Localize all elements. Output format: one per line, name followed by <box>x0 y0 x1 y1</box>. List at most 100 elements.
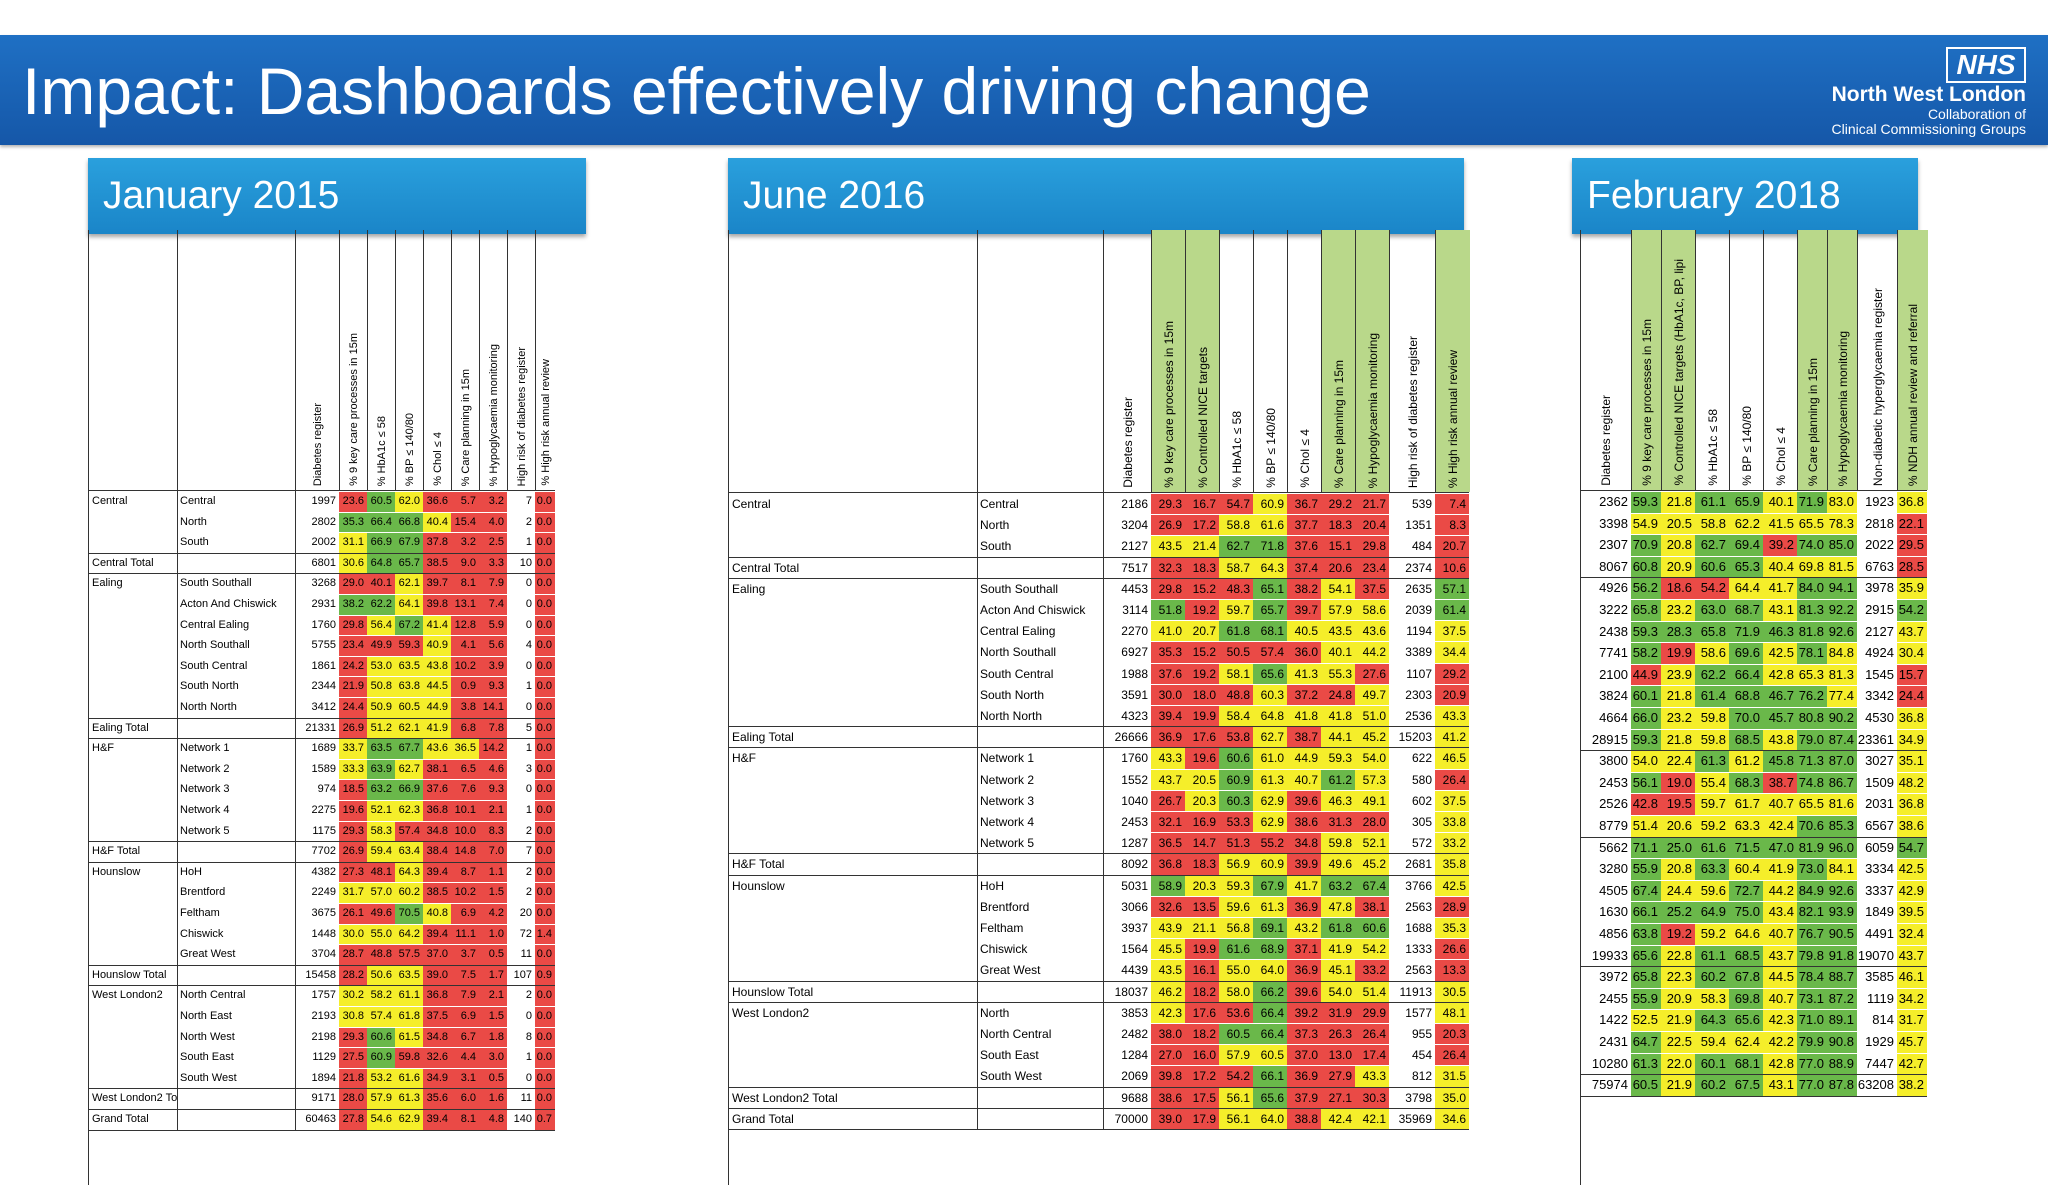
metric-cell-hypoglycaemia-monitoring: 37.5 <box>1355 578 1389 599</box>
metric-cell-hba1c-58: 61.1 <box>1695 492 1729 513</box>
metric-cell-hba1c-58: 59.7 <box>1695 794 1729 815</box>
metric-cell-diabetes-register: 26666 <box>1114 730 1148 745</box>
metric-cell-9-key-care-processes-in-: 35.3 <box>339 512 367 533</box>
column-header: % 9 key care processes in 15m <box>1151 230 1186 492</box>
metric-cell-controlled-nice-targets: 18.2 <box>1185 1024 1219 1045</box>
network-label: Brentford <box>180 886 226 899</box>
network-label: Chiswick <box>180 927 224 940</box>
metric-cell-controlled-nice-targets: 19.9 <box>1185 939 1219 960</box>
metric-cell-controlled-nice-targets-: 19.2 <box>1661 924 1695 945</box>
metric-cell-controlled-nice-targets-: 21.9 <box>1661 1010 1695 1031</box>
metric-cell-controlled-nice-targets-: 20.6 <box>1661 816 1695 837</box>
metric-cell-high-risk-of-diabetes-re: 1333 <box>1405 942 1432 957</box>
table-row: 2453 56.1 19.0 55.4 68.3 38.7 74.8 86.7 1509 48.2 <box>1581 772 1927 794</box>
metric-cell-diabetes-register: 8779 <box>1599 818 1628 833</box>
metric-cell-hypoglycaemia-monitoring: 92.2 <box>1827 600 1857 621</box>
metric-cell-high-risk-of-diabetes-re: 2374 <box>1405 560 1432 575</box>
metric-cell-diabetes-register: 1757 <box>311 989 336 1002</box>
table-row: 2307 70.9 20.8 62.7 69.4 39.2 74.0 85.0 2022 29.5 <box>1581 535 1927 556</box>
metric-cell-bp-140-80: 61.3 <box>1253 769 1287 790</box>
table-row: Brentford 2249 31.7 57.0 60.2 38.5 10.2 1.5 2 0.0 <box>89 883 555 903</box>
metric-cell-9-key-care-processes-in-: 36.9 <box>1151 727 1185 748</box>
column-header-label: % High risk annual review <box>1446 349 1460 488</box>
metric-cell-diabetes-register: 3800 <box>1599 753 1628 769</box>
metric-cell-chol-4: 38.5 <box>423 883 451 903</box>
ccg-label: H&F Total <box>92 845 141 858</box>
total-row: Ealing Total 21331 26.9 51.2 62.1 41.9 6.8 7.8 5… <box>89 718 555 739</box>
metric-cell-diabetes-register: 6927 <box>1121 645 1148 660</box>
metric-cell-controlled-nice-targets-: 21.9 <box>1661 1075 1695 1096</box>
ccg-label: Grand Total <box>732 1111 794 1126</box>
column-header-label: % High risk annual review <box>540 359 552 486</box>
metric-cell-high-risk-annual-review: 8.3 <box>1435 515 1469 536</box>
network-label: Central Ealing <box>180 618 250 631</box>
metric-cell-chol-4: 36.0 <box>1287 642 1321 663</box>
metric-cell-hba1c-58: 58.1 <box>1219 663 1253 684</box>
metric-cell-chol-4: 34.8 <box>423 1027 451 1048</box>
network-label: South <box>980 539 1012 554</box>
metric-cell-9-key-care-processes-in-: 55.9 <box>1631 988 1661 1010</box>
metric-cell-care-planning-in-15m: 73.0 <box>1797 859 1827 880</box>
metric-cell-hypoglycaemia-monitoring: 30.3 <box>1355 1087 1389 1108</box>
metric-cell-high-risk-annual-review: 29.2 <box>1435 663 1469 684</box>
metric-cell-hypoglycaemia-monitoring: 84.1 <box>1827 859 1857 880</box>
metric-cell-hba1c-58: 59.2 <box>1695 924 1729 945</box>
table-row: Network 4 2275 19.6 52.1 62.3 36.8 10.1 2.1 1 0.0 <box>89 801 555 821</box>
ccg-label: Ealing <box>92 577 123 590</box>
metric-cell-non-diabetic-hyperglycae: 1923 <box>1865 494 1894 509</box>
metric-cell-bp-140-80: 68.5 <box>1729 729 1763 751</box>
column-header: % Care planning in 15m <box>1797 230 1828 490</box>
metric-cell-bp-140-80: 61.8 <box>395 1007 423 1027</box>
metric-cell-hypoglycaemia-monitoring: 77.4 <box>1827 686 1857 707</box>
metric-cell-chol-4: 36.9 <box>1287 960 1321 981</box>
metric-cell-hba1c-58: 62.2 <box>1695 664 1729 686</box>
label-column-header <box>89 230 177 490</box>
metric-cell-9-key-care-processes-in-: 55.9 <box>1631 859 1661 880</box>
metric-cell-diabetes-register: 4382 <box>311 865 336 878</box>
metric-cell-care-planning-in-15m: 46.3 <box>1321 790 1355 811</box>
metric-cell-controlled-nice-targets: 17.6 <box>1185 1002 1219 1023</box>
metric-cell-diabetes-register: 1564 <box>1121 942 1148 957</box>
metric-cell-ndh-annual-review-and-re: 45.7 <box>1897 1032 1927 1053</box>
metric-cell-high-risk-of-diabetes-re: 7 <box>525 495 532 507</box>
metric-cell-diabetes-register: 21331 <box>305 721 336 734</box>
table-row: Central Central 2186 29.3 16.7 54.7 60.9 36.7 29… <box>729 494 1469 515</box>
row-divider <box>729 556 1469 558</box>
metric-cell-chol-4: 41.4 <box>423 615 451 636</box>
metric-cell-non-diabetic-hyperglycae: 3334 <box>1865 861 1894 877</box>
metric-cell-high-risk-of-diabetes-re: 1 <box>525 680 532 693</box>
metric-cell-chol-4: 37.9 <box>1287 1087 1321 1108</box>
metric-cell-hypoglycaemia-monitoring: 86.7 <box>1827 772 1857 794</box>
metric-cell-high-risk-annual-review: 61.4 <box>1435 600 1469 621</box>
metric-cell-bp-140-80: 66.4 <box>1253 1024 1287 1045</box>
total-row: 28915 59.3 21.8 59.8 68.5 43.8 79.0 87.4 23361 34… <box>1581 729 1927 751</box>
metric-cell-high-risk-annual-review: 26.4 <box>1435 1045 1469 1066</box>
row-divider <box>729 726 1469 728</box>
column-header: % BP ≤ 140/80 <box>1729 230 1764 490</box>
metric-cell-diabetes-register: 1689 <box>311 742 336 755</box>
metric-cell-bp-140-80: 62.7 <box>1253 727 1287 748</box>
metric-cell-high-risk-annual-review: 0.9 <box>535 965 555 986</box>
metric-cell-bp-140-80: 62.0 <box>395 492 423 512</box>
metric-cell-diabetes-register: 2344 <box>311 680 336 693</box>
metric-cell-ndh-annual-review-and-re: 42.5 <box>1897 859 1927 880</box>
metric-cell-hba1c-58: 55.0 <box>1219 960 1253 981</box>
total-row: 8067 60.8 20.9 60.6 65.3 40.4 69.8 81.5 6763 28.5 <box>1581 556 1927 578</box>
label-column-header <box>977 230 1104 492</box>
metric-cell-9-key-care-processes-in-: 33.3 <box>339 759 367 780</box>
row-divider <box>89 964 555 966</box>
ccg-label: Central <box>92 495 128 507</box>
metric-cell-hypoglycaemia-monitoring: 43.6 <box>1355 621 1389 642</box>
metric-cell-9-key-care-processes-in-: 67.4 <box>1631 880 1661 902</box>
metric-cell-hba1c-58: 56.8 <box>1219 918 1253 939</box>
metric-cell-9-key-care-processes-in-: 32.6 <box>1151 896 1185 917</box>
metric-cell-hypoglycaemia-monitoring: 0.5 <box>479 945 507 965</box>
table-row: 7741 58.2 19.9 58.6 69.6 42.5 78.1 84.8 4924 30.4 <box>1581 643 1927 664</box>
metric-cell-9-key-care-processes-in-: 54.0 <box>1631 751 1661 772</box>
metric-cell-bp-140-80: 62.2 <box>1729 513 1763 535</box>
metric-cell-hba1c-58: 59.6 <box>1219 896 1253 917</box>
metric-cell-high-risk-annual-review: 48.1 <box>1435 1002 1469 1023</box>
metric-cell-chol-4: 34.8 <box>1287 833 1321 854</box>
column-header-label: % BP ≤ 140/80 <box>404 412 416 486</box>
page-title: Impact: Dashboards effectively driving c… <box>22 54 1371 128</box>
